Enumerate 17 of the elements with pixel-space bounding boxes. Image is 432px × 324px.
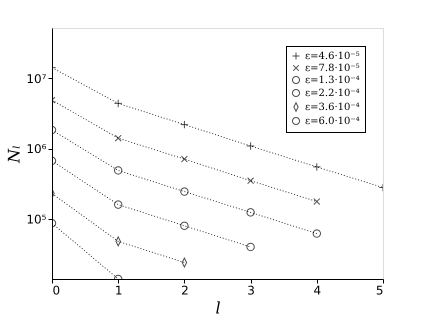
y-axis-title: Nₗ [4,145,24,164]
legend-label: ε=1.3·10⁻⁴ [305,75,360,86]
x-tick-label: 4 [313,284,322,298]
x-tick-label: 0 [52,284,60,298]
legend-label: ε=7.8·10⁻⁵ [305,63,360,74]
legend-label: ε=6.0·10⁻⁴ [305,116,360,127]
x-tick-label: 2 [181,284,189,298]
legend-label: ε=3.6·10⁻⁴ [305,102,360,113]
x-tick-label: 5 [376,284,384,298]
y-tick-label: 10⁶ [26,142,47,156]
x-axis-title: l [215,298,221,318]
y-tick-label: 10⁷ [26,72,47,86]
legend-label: ε=4.6·10⁻⁵ [305,51,360,62]
x-tick-label: 3 [247,284,255,298]
x-tick-label: 1 [114,284,123,298]
y-tick-label: 10⁵ [26,212,47,226]
legend-label: ε=2.2·10⁻⁴ [305,88,360,99]
